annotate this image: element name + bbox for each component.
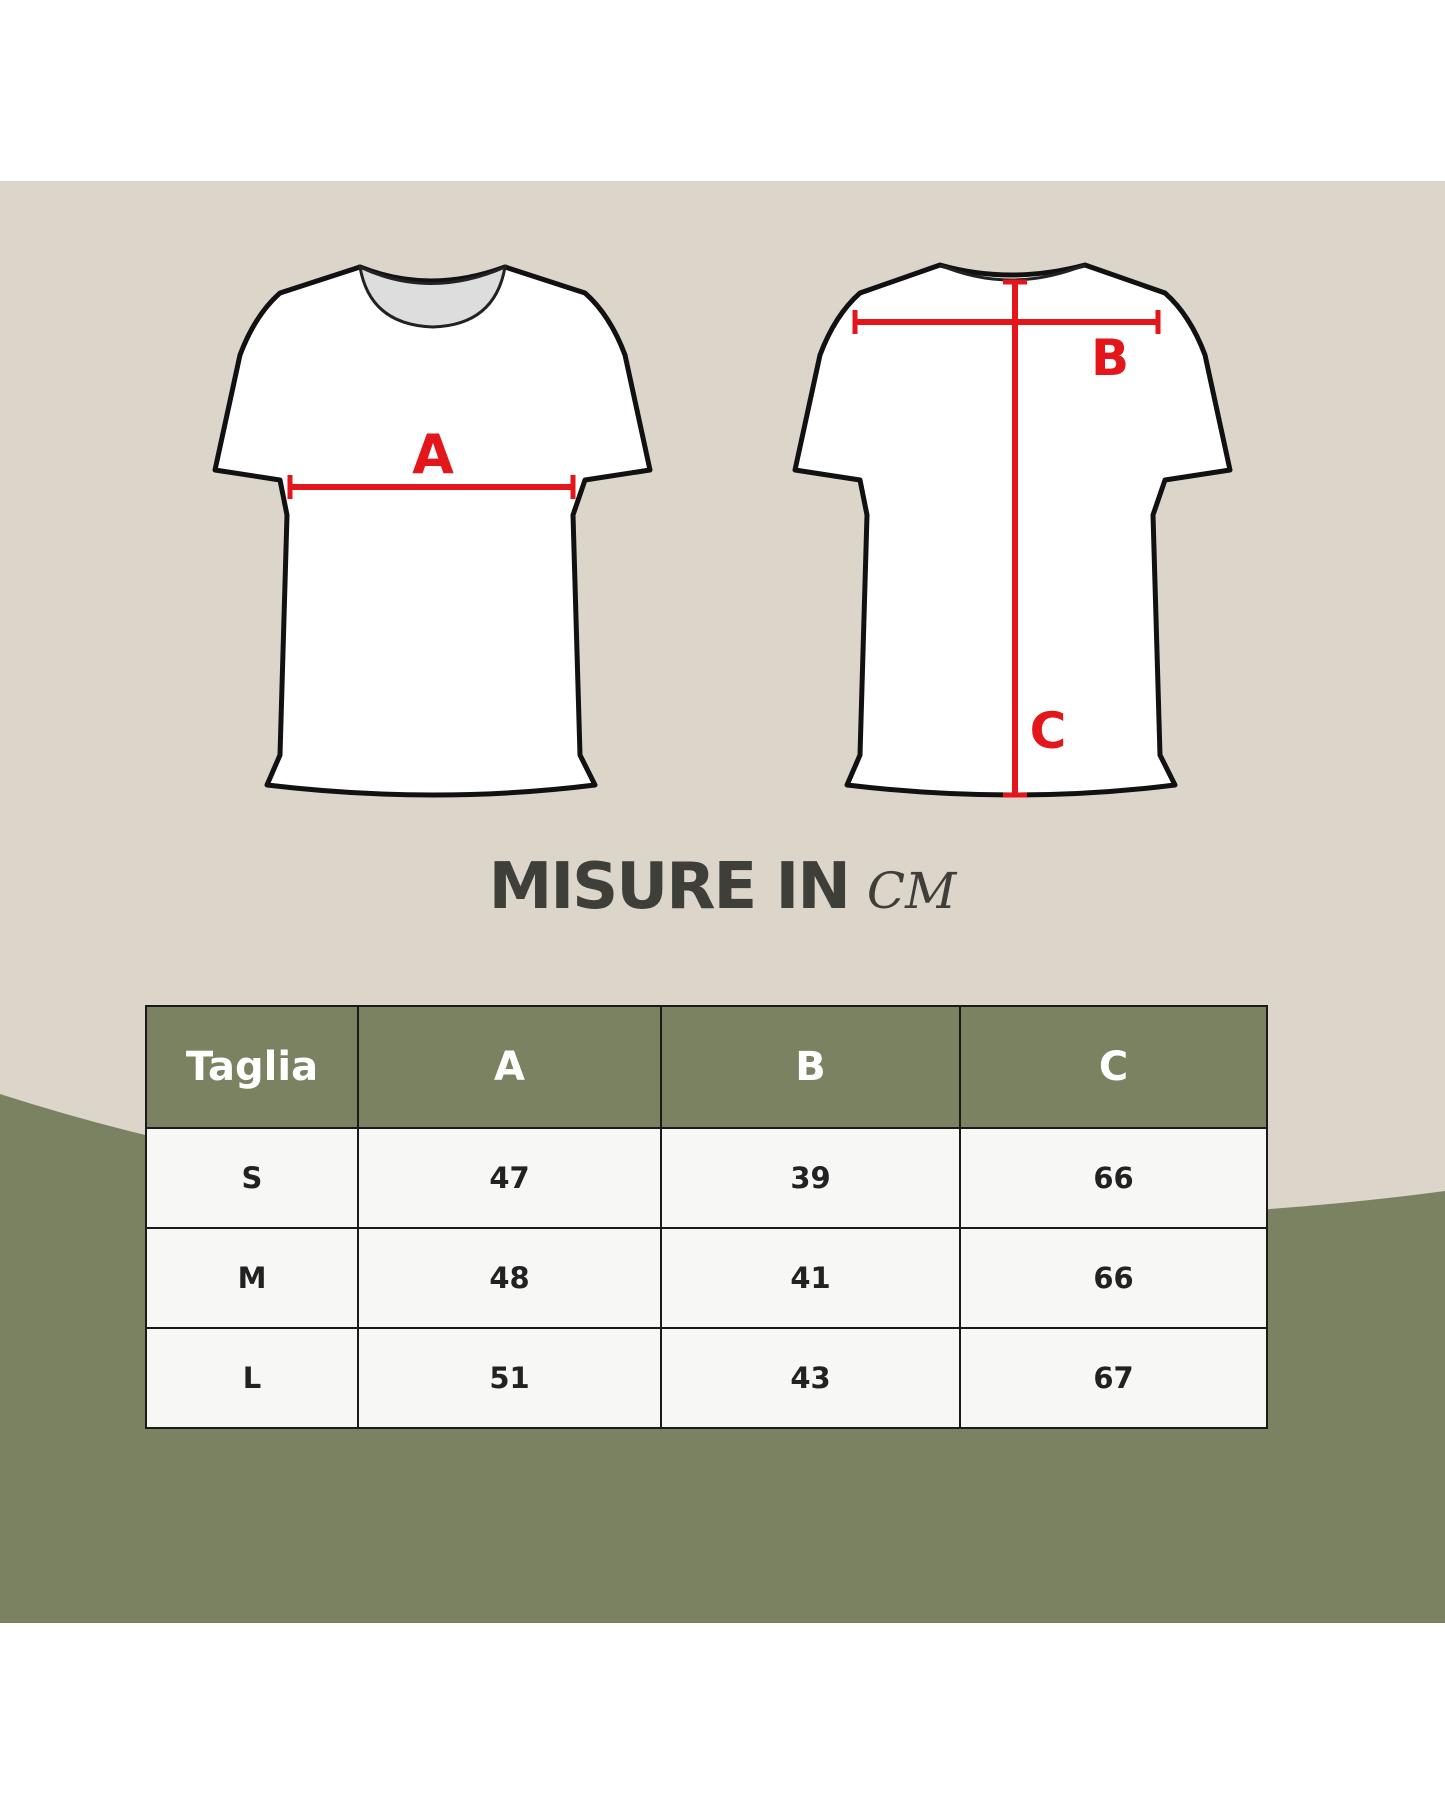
header-c: C — [959, 1005, 1268, 1129]
cell-b: 39 — [660, 1127, 961, 1229]
header-b: B — [660, 1005, 961, 1129]
cell-c: 66 — [959, 1227, 1268, 1329]
header-a: A — [357, 1005, 662, 1129]
title-main: MISURE IN — [488, 850, 851, 924]
title-unit: CM — [866, 862, 957, 920]
cell-b: 43 — [660, 1327, 961, 1429]
label-b: B — [1091, 329, 1129, 387]
label-a: A — [412, 423, 454, 486]
header-size: Taglia — [145, 1005, 359, 1129]
shirt-front-diagram: A — [212, 264, 653, 798]
label-c: C — [1030, 702, 1067, 760]
page-title: MISURE IN CM — [0, 850, 1445, 924]
cell-size: M — [145, 1227, 359, 1329]
table-header-row: Taglia A B C — [145, 1005, 1268, 1129]
cell-size: S — [145, 1127, 359, 1229]
shirt-back-diagram: B C — [792, 262, 1233, 798]
cell-a: 47 — [357, 1127, 662, 1229]
cell-a: 51 — [357, 1327, 662, 1429]
cell-size: L — [145, 1327, 359, 1429]
table-row: M 48 41 66 — [145, 1227, 1268, 1329]
size-table: Taglia A B C S 47 39 66 M 48 41 66 L 51 … — [145, 1005, 1268, 1429]
table-row: L 51 43 67 — [145, 1327, 1268, 1429]
cell-c: 66 — [959, 1127, 1268, 1229]
cell-c: 67 — [959, 1327, 1268, 1429]
table-row: S 47 39 66 — [145, 1127, 1268, 1229]
cell-a: 48 — [357, 1227, 662, 1329]
cell-b: 41 — [660, 1227, 961, 1329]
